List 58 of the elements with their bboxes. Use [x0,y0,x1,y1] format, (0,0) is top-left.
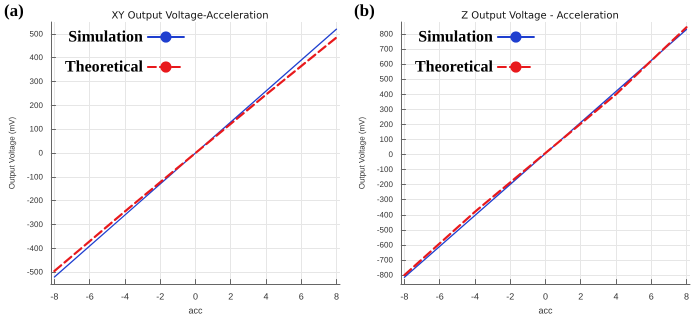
x-tick-label: -8 [400,292,408,302]
y-tick-label: 200 [30,100,44,110]
x-tick-label: 6 [648,292,654,302]
chart-title: XY Output Voltage-Acceleration [111,10,269,22]
y-tick-label: -300 [376,195,394,204]
x-tick-label: -4 [470,292,479,302]
y-tick-label: -500 [376,225,394,234]
x-tick-label: -2 [156,292,164,302]
y-tick-label: -800 [376,270,394,280]
x-tick-label: -8 [50,292,58,302]
x-tick-label: 6 [298,292,304,302]
y-tick-label: -400 [376,210,394,220]
legend-label: Theoretical [415,58,494,76]
text: (b) [354,1,375,20]
y-tick-label: 400 [380,90,394,99]
x-axis-title: acc [538,306,553,316]
legend-label: Simulation [68,28,144,46]
y-tick-label: -500 [26,268,44,277]
y-tick-label: -100 [26,172,44,182]
y-tick-label: -200 [26,196,44,206]
x-tick-label: 2 [578,292,584,302]
y-axis-title: Output Voltage (mV) [8,116,16,190]
y-tick-label: 100 [30,124,44,134]
x-axis-title: acc [188,306,203,316]
y-tick-label: -600 [376,240,394,250]
x-tick-label: 4 [613,292,618,302]
y-tick-label: 800 [380,30,394,39]
x-tick-label: -6 [86,292,94,302]
y-tick-label: 600 [380,60,394,69]
y-tick-label: -400 [26,244,44,253]
x-tick-label: -6 [436,292,444,302]
chart-title: Z Output Voltage - Acceleration [461,10,619,22]
legend-label: Simulation [418,28,494,46]
y-tick-label: 200 [380,120,394,129]
x-tick-label: 8 [334,292,339,302]
legend-label: Theoretical [65,58,144,76]
text: (a) [4,1,24,20]
y-tick-label: 400 [30,53,44,62]
y-tick-label: -100 [376,165,394,174]
x-tick-label: 2 [228,292,234,302]
y-tick-label: 300 [380,104,394,114]
y-tick-label: 100 [380,134,394,144]
x-tick-label: 0 [192,292,198,302]
x-tick-label: -2 [506,292,514,302]
y-tick-label: -300 [26,220,44,230]
x-tick-label: -4 [120,292,129,302]
y-tick-label: 500 [380,74,394,84]
y-tick-label: 0 [388,150,394,160]
y-tick-label: 0 [38,148,44,158]
y-tick-label: 300 [30,77,44,86]
y-axis-title: Output Voltage (mV) [358,116,366,190]
x-tick-label: 0 [542,292,548,302]
y-tick-label: -200 [376,180,394,190]
x-tick-label: 8 [684,292,689,302]
y-tick-label: 500 [30,29,44,38]
y-tick-label: -700 [376,256,394,264]
x-tick-label: 4 [263,292,268,302]
y-tick-label: 700 [380,44,394,54]
